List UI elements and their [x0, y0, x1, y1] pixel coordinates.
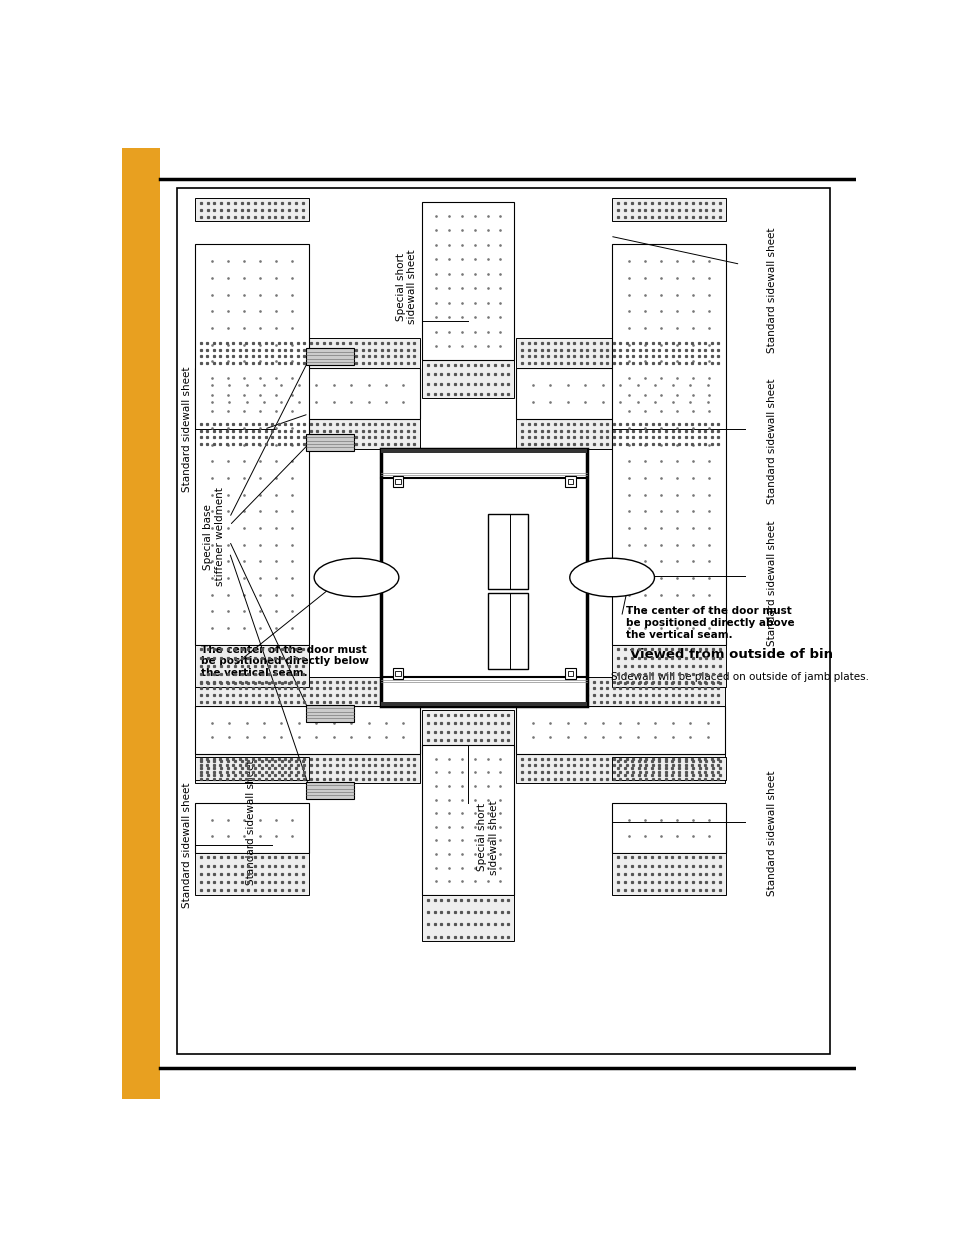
Bar	[194, 338, 420, 368]
Bar	[421, 895, 514, 941]
Bar	[381, 448, 587, 706]
Bar	[194, 677, 420, 706]
Bar	[381, 448, 587, 478]
Text: Standard sidewall sheet: Standard sidewall sheet	[182, 367, 192, 492]
Bar	[567, 671, 573, 676]
Bar	[516, 706, 723, 755]
Text: Standard sidewall sheet: Standard sidewall sheet	[246, 760, 255, 884]
Bar	[381, 448, 587, 453]
Bar	[516, 419, 723, 448]
Bar	[612, 199, 725, 221]
Bar	[421, 710, 514, 745]
Text: Viewed from outside of bin: Viewed from outside of bin	[629, 647, 832, 661]
Bar	[395, 671, 400, 676]
Bar	[306, 782, 354, 799]
Bar	[194, 852, 309, 895]
Bar	[194, 368, 420, 419]
Bar	[393, 477, 403, 487]
Bar	[516, 677, 723, 706]
Text: Standard sidewall sheet: Standard sidewall sheet	[182, 782, 192, 908]
Bar	[194, 419, 420, 448]
Bar	[612, 757, 725, 779]
Bar	[488, 514, 528, 589]
Ellipse shape	[314, 558, 398, 597]
Bar	[612, 852, 725, 895]
Bar	[612, 803, 725, 852]
Bar	[564, 477, 576, 487]
Bar	[421, 745, 514, 895]
Bar	[564, 668, 576, 679]
Bar	[381, 701, 587, 706]
Bar	[516, 338, 723, 368]
Bar	[421, 359, 514, 399]
Bar	[488, 594, 528, 669]
Bar	[194, 803, 309, 852]
Bar	[395, 479, 400, 484]
Text: Standard sidewall sheet: Standard sidewall sheet	[766, 771, 777, 897]
Text: Sidewall will be placed on outside of jamb plates.: Sidewall will be placed on outside of ja…	[610, 672, 867, 682]
Ellipse shape	[569, 558, 654, 597]
Bar	[121, 148, 160, 1099]
Bar	[393, 668, 403, 679]
Bar	[194, 757, 309, 779]
Text: The center of the door must
be positioned directly below
the vertical seam.: The center of the door must be positione…	[201, 645, 369, 678]
Text: Special short
sidewall sheet: Special short sidewall sheet	[395, 249, 416, 324]
Bar	[516, 755, 723, 783]
Text: Standard sidewall sheet: Standard sidewall sheet	[766, 228, 777, 353]
Bar	[194, 755, 420, 783]
Text: Special short
sidewall sheet: Special short sidewall sheet	[476, 800, 498, 874]
Bar	[177, 188, 829, 1055]
Bar	[194, 199, 309, 221]
Text: The center of the door must
be positioned directly above
the vertical seam.: The center of the door must be positione…	[625, 606, 794, 640]
Bar	[306, 348, 354, 366]
Text: Standard sidewall sheet: Standard sidewall sheet	[766, 378, 777, 504]
Bar	[194, 645, 309, 687]
Bar	[306, 705, 354, 721]
Bar	[194, 706, 420, 755]
Bar	[516, 368, 723, 419]
Bar	[381, 677, 587, 706]
Text: Special base
stiffener weldment: Special base stiffener weldment	[203, 488, 225, 587]
Bar	[421, 203, 514, 359]
Bar	[612, 245, 725, 645]
Text: Standard sidewall sheet: Standard sidewall sheet	[766, 520, 777, 646]
Bar	[306, 433, 354, 451]
Bar	[612, 645, 725, 687]
Bar	[194, 245, 309, 645]
Bar	[567, 479, 573, 484]
